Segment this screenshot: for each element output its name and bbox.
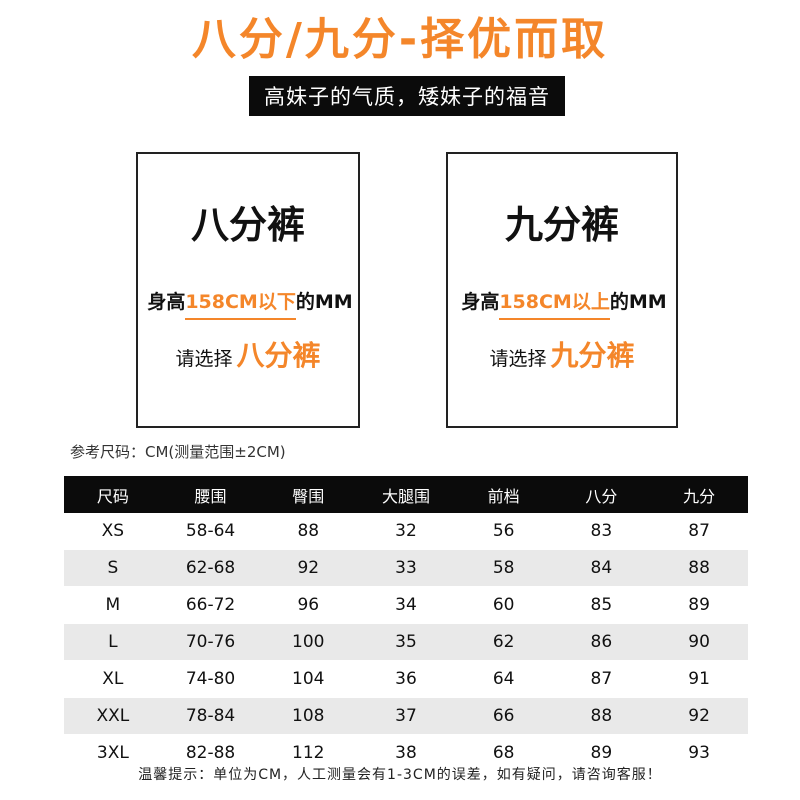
table-cell: 56 [454, 513, 553, 550]
choose-value: 九分裤 [550, 339, 635, 372]
table-cell: 3XL [64, 734, 162, 772]
table-header: 尺码 [64, 476, 162, 513]
table-cell: 86 [552, 623, 651, 661]
table-cell: 78-84 [161, 697, 260, 735]
table-row: M 66-72 96 34 60 85 89 [64, 586, 748, 624]
table-cell: 90 [650, 623, 748, 661]
table-header: 腰围 [161, 476, 260, 513]
slogan-banner: 高妹子的气质，矮妹子的福音 [249, 76, 565, 116]
table-cell: S [64, 549, 162, 587]
table-cell: 70-76 [161, 623, 260, 661]
height-suffix: 的MM [609, 291, 667, 313]
table-cell: 93 [650, 734, 748, 772]
choose-line: 请选择 九分裤 [448, 334, 676, 374]
table-cell: 32 [357, 513, 455, 550]
table-header: 八分 [552, 476, 651, 513]
height-condition-line: 身高158CM以下的MM [132, 287, 368, 320]
page-title: 八分/九分-择优而取 [191, 14, 609, 65]
table-cell: XXL [64, 697, 162, 735]
card-title: 八分裤 [190, 203, 305, 247]
reference-size-label: 参考尺码：CM(测量范围±2CM) [70, 443, 286, 461]
size-table: 尺码 腰围 臀围 大腿围 前档 八分 九分 XS 58-64 88 32 56 83 87 S… [64, 476, 748, 772]
footer-note: 温馨提示：单位为CM，人工测量会有1-3CM的误差，如有疑问，请咨询客服！ [138, 767, 662, 783]
table-cell: 87 [650, 513, 748, 550]
table-row: L 70-76 100 35 62 86 90 [64, 623, 748, 661]
table-cell: 88 [259, 513, 358, 550]
card-nine-tenths: 九分裤 身高158CM以上的MM 请选择 九分裤 [446, 152, 678, 428]
table-cell: 87 [552, 660, 651, 698]
table-header: 大腿围 [357, 476, 455, 513]
height-highlight: 158CM以上 [499, 287, 610, 320]
table-cell: 62-68 [161, 549, 260, 587]
table-cell: 85 [552, 586, 651, 624]
table-cell: 104 [259, 660, 358, 698]
table-cell: 91 [650, 660, 748, 698]
table-row: XL 74-80 104 36 64 87 91 [64, 660, 748, 698]
table-row: S 62-68 92 33 58 84 88 [64, 549, 748, 587]
table-cell: 100 [259, 623, 358, 661]
table-cell: 83 [552, 513, 651, 550]
table-cell: 36 [357, 660, 455, 698]
table-cell: 66-72 [161, 586, 260, 624]
table-cell: 74-80 [161, 660, 260, 698]
table-cell: 89 [650, 586, 748, 624]
height-condition-line: 身高158CM以上的MM [442, 287, 686, 320]
table-cell: 68 [454, 734, 553, 772]
table-cell: 58 [454, 549, 553, 587]
choose-text: 请选择 [489, 348, 547, 370]
table-cell: 38 [357, 734, 455, 772]
choose-value: 八分裤 [236, 339, 321, 372]
table-row: XS 58-64 88 32 56 83 87 [64, 513, 748, 550]
table-cell: 84 [552, 549, 651, 587]
choose-line: 请选择 八分裤 [138, 334, 358, 374]
table-cell: 96 [259, 586, 358, 624]
choose-text: 请选择 [175, 348, 233, 370]
table-cell: 62 [454, 623, 553, 661]
table-row: XXL 78-84 108 37 66 88 92 [64, 697, 748, 735]
table-cell: XL [64, 660, 162, 698]
table-cell: 89 [552, 734, 651, 772]
table-cell: 35 [357, 623, 455, 661]
table-cell: 58-64 [161, 513, 260, 550]
table-cell: 64 [454, 660, 553, 698]
table-header: 臀围 [259, 476, 358, 513]
height-prefix: 身高 [147, 291, 186, 313]
height-highlight: 158CM以下 [185, 287, 296, 320]
table-cell: 37 [357, 697, 455, 735]
table-header-row: 尺码 腰围 臀围 大腿围 前档 八分 九分 [64, 476, 748, 513]
card-title: 九分裤 [504, 203, 619, 247]
table-row: 3XL 82-88 112 38 68 89 93 [64, 734, 748, 772]
table-cell: 88 [650, 549, 748, 587]
table-header: 前档 [454, 476, 553, 513]
table-cell: 34 [357, 586, 455, 624]
table-cell: 88 [552, 697, 651, 735]
table-cell: 66 [454, 697, 553, 735]
table-cell: 60 [454, 586, 553, 624]
table-cell: L [64, 623, 162, 661]
table-cell: XS [64, 513, 162, 550]
card-eight-tenths: 八分裤 身高158CM以下的MM 请选择 八分裤 [136, 152, 360, 428]
table-cell: 108 [259, 697, 358, 735]
table-cell: 92 [650, 697, 748, 735]
table-cell: 33 [357, 549, 455, 587]
height-suffix: 的MM [295, 291, 353, 313]
table-cell: 92 [259, 549, 358, 587]
table-cell: 82-88 [161, 734, 260, 772]
height-prefix: 身高 [461, 291, 500, 313]
table-header: 九分 [650, 476, 748, 513]
table-cell: M [64, 586, 162, 624]
table-cell: 112 [259, 734, 358, 772]
